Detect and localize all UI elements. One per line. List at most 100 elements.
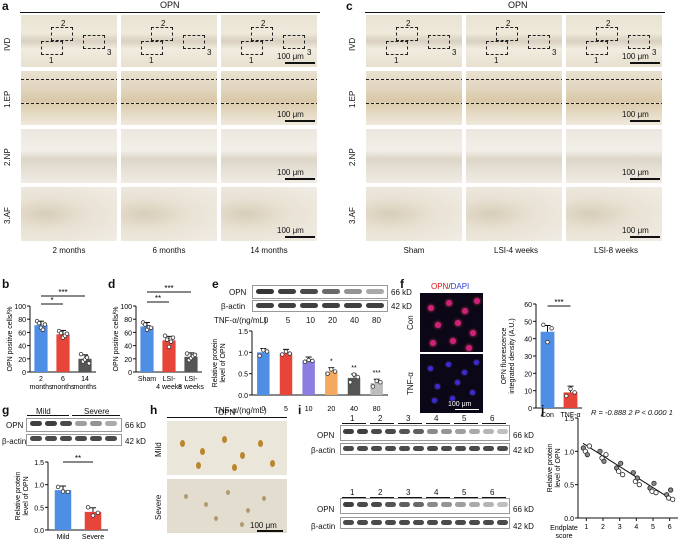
x-tick-label: TNF-α <box>561 412 581 419</box>
x-tick-label: 1 <box>584 524 588 531</box>
regression-line <box>582 442 675 502</box>
panel_c-micrograph <box>365 128 463 184</box>
x-tick-label: 6 <box>61 376 65 383</box>
panel_c-scale-bar <box>630 62 660 64</box>
data-point <box>148 325 154 330</box>
panel-h-severe-image <box>166 478 288 534</box>
data-point <box>42 322 48 327</box>
x-tick-label: 4 <box>634 524 638 531</box>
data-point <box>84 355 90 360</box>
panel_a-scale-bar <box>285 120 315 122</box>
panel-f-cell <box>474 360 479 365</box>
panel-i-lane-number: 4 <box>434 488 439 497</box>
significance-marker: * <box>330 359 333 366</box>
panel_a-row-label: 1.EP <box>3 90 12 108</box>
panel_a-micrograph <box>120 70 218 126</box>
data-point <box>355 374 360 380</box>
panel_a-column-label: 14 months <box>250 246 288 255</box>
data-point <box>351 372 357 377</box>
x-tick-label: LSI- <box>163 376 177 383</box>
y-tick-label: 80 <box>124 317 132 324</box>
panel-i-lane-number: 5 <box>462 488 467 497</box>
data-point <box>64 331 70 336</box>
panel-i-actin-label-2: β-actin <box>311 522 336 531</box>
panel-f-cell <box>435 384 440 389</box>
panel_c-micrograph: 2 1 3 100 μm <box>565 14 663 68</box>
panel-h-cell <box>240 522 244 527</box>
panel-f-cell <box>455 380 460 385</box>
panel-i-actin-band <box>497 520 508 525</box>
panel-g-mild-rule <box>27 415 69 416</box>
panel-f-scale-label: 100 μm <box>448 401 472 408</box>
panel-g-actin-band <box>90 436 102 441</box>
y-tick-label: 0.0 <box>34 528 44 535</box>
panel-i-opn-band <box>371 502 382 507</box>
panel_a-ep-border-bottom <box>221 103 317 104</box>
data-point <box>630 470 636 476</box>
panel-i-opn-band <box>413 502 424 507</box>
panel-g-actin-label: β-actin <box>2 437 27 446</box>
panel_c-micrograph <box>365 186 463 242</box>
panel-i-opn-band <box>357 502 368 507</box>
data-point <box>618 460 624 466</box>
y-axis-label: Relative protein <box>212 339 219 388</box>
panel-i-opn-band <box>399 502 410 507</box>
panel-e-actin-band <box>344 303 362 308</box>
panel_c-column-label: Sham <box>403 246 425 255</box>
panel-i-opn-band <box>343 502 354 507</box>
data-point <box>162 333 168 338</box>
panel-f-scale-bar <box>455 409 479 410</box>
data-point <box>616 468 622 474</box>
panel_c-box-number: 1 <box>494 56 499 65</box>
panel-g-severe-rule <box>72 415 120 416</box>
panel-f-stain-dapi: DAPI <box>450 282 470 291</box>
data-point <box>541 322 546 327</box>
panel_a-box-3 <box>83 35 105 49</box>
panel-h-cell <box>204 502 208 507</box>
panel-i-lane-rule <box>370 423 394 424</box>
panel-h-cell <box>200 448 205 455</box>
panel-i-opn-band <box>413 429 424 434</box>
panel-i-actin-band <box>385 520 396 525</box>
panel-e-actin-band <box>278 303 296 308</box>
panel-g-opn-band <box>90 421 102 426</box>
y-tick-label: 20 <box>124 357 132 364</box>
bar <box>302 360 315 395</box>
panel-e-opn-band <box>322 289 340 294</box>
panel-i-opn-band <box>441 502 452 507</box>
panel-c-label: c <box>346 0 353 13</box>
x-tick-label: 5 <box>284 406 288 413</box>
panel-i-actin-band <box>427 520 438 525</box>
x-axis-label: score <box>555 533 572 540</box>
panel-g-opn-label: OPN <box>6 421 24 430</box>
significance-marker: *** <box>554 298 563 307</box>
panel-f-cell <box>430 340 436 346</box>
data-point <box>264 349 270 354</box>
panel-h-cell <box>222 436 227 443</box>
panel_c-box-2 <box>496 27 518 41</box>
panel-e-tnf-label-bottom: TNF-α/(ng/mL) <box>214 406 267 415</box>
panel_a-column-label: 6 months <box>152 246 186 255</box>
panel-i-lane-rule <box>342 497 366 498</box>
y-tick-label: 0 <box>528 406 532 413</box>
panel_c-box-3 <box>628 35 650 49</box>
bar <box>54 490 72 530</box>
panel-g-actin-band <box>105 436 117 441</box>
y-axis-label: level of OPN <box>220 343 227 382</box>
y-tick-label: 1.5 <box>564 416 574 423</box>
bar <box>370 383 383 395</box>
panel_a-ep-border-top <box>221 79 317 80</box>
panel_a-box-1 <box>41 41 63 55</box>
panel-e-dose-label: 0 <box>263 316 269 325</box>
panel_c-micrograph: 100 μm <box>565 186 663 242</box>
panel-h-scale-label: 100 μm <box>250 521 277 530</box>
panel-i-opn-band <box>427 502 438 507</box>
panel-i-opn-band <box>371 429 382 434</box>
panel-g-actin-band <box>30 436 42 441</box>
y-tick-label: 0.5 <box>564 483 574 490</box>
x-tick-label: 2 <box>601 524 605 531</box>
data-point <box>374 378 379 384</box>
panel-e-actin-band <box>300 303 318 308</box>
